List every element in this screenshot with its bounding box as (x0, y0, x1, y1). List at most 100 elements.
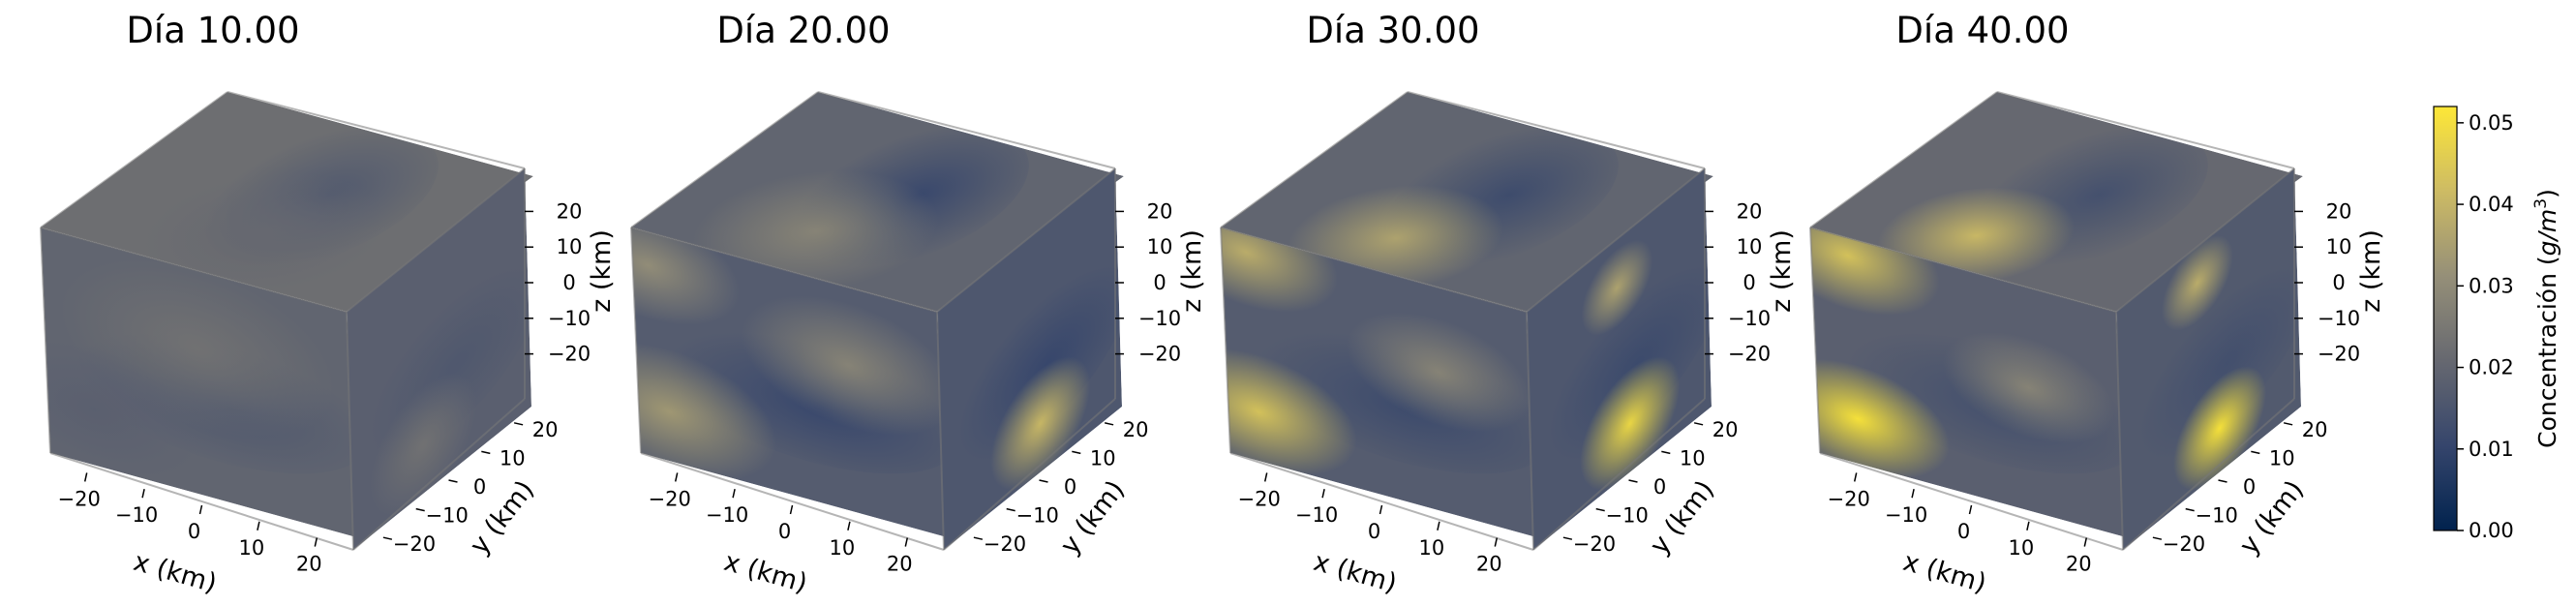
y-tick-label: −20 (2163, 532, 2205, 556)
y-tick-mark (2283, 422, 2293, 426)
x-tick-mark (83, 472, 88, 482)
y-tick-mark (415, 507, 425, 512)
y-tick-label: 20 (1123, 418, 1149, 441)
x-tick-mark (2083, 537, 2088, 547)
x-axis-label: x (km) (130, 547, 220, 599)
x-tick-mark (1263, 472, 1268, 482)
cube-edge (630, 91, 819, 228)
cube-edge (817, 91, 1116, 169)
cube-edge (943, 398, 1116, 551)
x-tick-mark (674, 472, 679, 482)
x-tick-label: 0 (188, 520, 200, 543)
x-tick-label: −10 (706, 503, 748, 527)
z-axis-label: z (km) (1767, 229, 1797, 313)
z-tick-label: −20 (1138, 343, 1181, 366)
colorbar-tick-label: 0.04 (2469, 193, 2514, 216)
x-tick-mark (1379, 504, 1383, 515)
colorbar-label-unit: g/m (2533, 209, 2561, 257)
colorbar: 0.00 0.01 0.02 0.03 0.04 0.05 Concentración (g… (2433, 106, 2561, 542)
z-tick-label: 0 (562, 271, 575, 294)
x-tick-label: −20 (649, 487, 691, 510)
z-tick-label: 0 (1743, 271, 1755, 294)
y-tick-label: −20 (1573, 532, 1616, 556)
z-axis-label: z (km) (2356, 229, 2386, 313)
cube-edge (936, 311, 945, 551)
cube-edge (1220, 91, 1409, 228)
y-tick-label: 10 (2269, 446, 2295, 470)
cube-edge (40, 227, 348, 313)
x-tick-mark (1968, 504, 1973, 515)
cube-edge (2122, 398, 2295, 551)
x-tick-label: 20 (2066, 553, 2092, 576)
z-tick-label: −20 (548, 343, 591, 366)
y-tick-mark (1693, 422, 1704, 426)
cube-edge (2115, 167, 2295, 313)
y-tick-label: 0 (2243, 475, 2256, 499)
x-tick-label: 10 (830, 536, 856, 560)
x-tick-label: −20 (1238, 487, 1281, 510)
z-tick-label: 10 (557, 235, 583, 258)
y-tick-label: −10 (1016, 504, 1059, 528)
cube-edge (1819, 452, 2124, 551)
z-tick-label: 20 (557, 199, 583, 223)
x-tick-label: 20 (1476, 553, 1502, 576)
cube-edge (227, 91, 526, 169)
x-tick-label: −10 (1885, 503, 1927, 527)
y-tick-mark (2251, 450, 2260, 455)
panel-title: Día 10.00 (126, 10, 299, 51)
cube-edge (40, 227, 51, 454)
cube-edge (630, 227, 642, 454)
colorbar-label-exponent: 3 (2531, 198, 2551, 209)
cube-edge (1809, 227, 2117, 313)
cube-edge (640, 452, 945, 551)
x-tick-mark (141, 489, 145, 499)
x-tick-mark (257, 521, 260, 530)
cube-edge (346, 167, 526, 313)
cube-edge (40, 91, 228, 228)
y-tick-mark (1595, 507, 1605, 512)
x-tick-mark (732, 489, 736, 499)
z-tick-label: 10 (1147, 235, 1173, 258)
cube-edge (1532, 398, 1706, 551)
y-tick-mark (1661, 450, 1671, 455)
colorbar-tick-label: 0.01 (2469, 438, 2514, 461)
z-axis-label: z (km) (587, 229, 617, 313)
cube-edge (1220, 227, 1528, 313)
z-tick-label: −10 (1728, 307, 1771, 330)
colorbar-tick-label: 0.02 (2469, 356, 2514, 379)
colorbar-label-suffix: ) (2533, 189, 2561, 198)
y-tick-label: 0 (473, 475, 486, 499)
y-tick-label: 10 (1680, 446, 1706, 470)
colorbar-tick-label: 0.05 (2469, 111, 2514, 135)
y-tick-mark (1006, 507, 1015, 512)
y-tick-mark (2152, 536, 2163, 540)
z-tick-label: −10 (2318, 307, 2360, 330)
y-tick-mark (448, 479, 458, 483)
y-tick-label: −10 (426, 504, 469, 528)
y-tick-label: 0 (1064, 475, 1076, 499)
x-tick-mark (847, 521, 851, 530)
colorbar-gradient (2433, 106, 2458, 531)
z-tick-label: −20 (1728, 343, 1771, 366)
x-tick-label: 10 (2009, 536, 2035, 560)
y-tick-mark (973, 536, 984, 540)
cube-edge (1526, 167, 1706, 313)
y-tick-label: −10 (2196, 504, 2238, 528)
x-tick-label: 0 (1368, 520, 1380, 543)
y-tick-label: −10 (1606, 504, 1649, 528)
panel-title: Día 30.00 (1306, 10, 1479, 51)
x-tick-mark (904, 537, 909, 547)
y-tick-label: 0 (1653, 475, 1666, 499)
x-tick-label: 10 (239, 536, 265, 560)
y-tick-mark (1628, 479, 1638, 483)
y-tick-label: −20 (984, 532, 1026, 556)
cube-edge (346, 311, 354, 551)
x-tick-mark (1853, 472, 1858, 482)
z-tick-label: −20 (2318, 343, 2360, 366)
y-tick-label: 10 (500, 446, 526, 470)
y-tick-mark (1039, 479, 1048, 483)
y-tick-mark (382, 536, 393, 540)
